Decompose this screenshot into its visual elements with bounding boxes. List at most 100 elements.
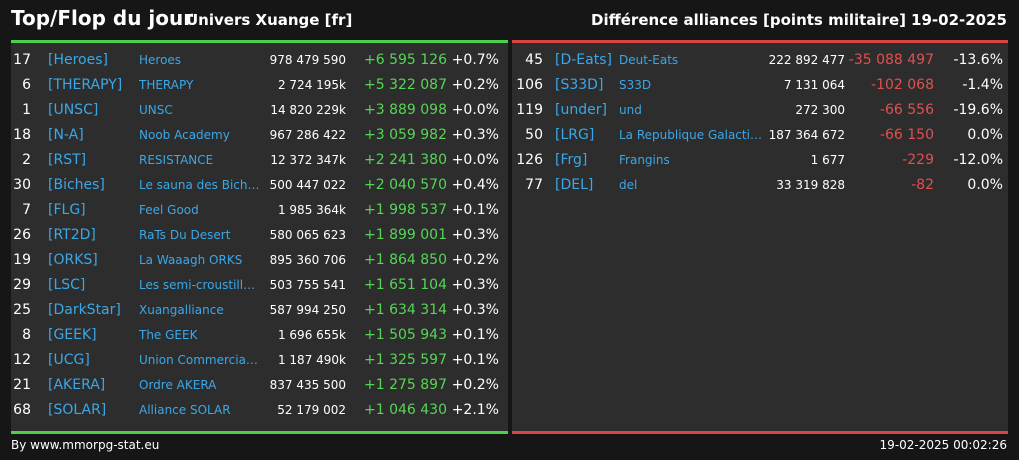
alliance-name-link[interactable]: Union Commerciale... bbox=[139, 353, 261, 367]
alliance-tag-link[interactable]: [ORKS] bbox=[48, 252, 98, 268]
alliance-name-link[interactable]: THERAPY bbox=[139, 78, 194, 92]
alliance-tag-link[interactable]: [LSC] bbox=[48, 277, 86, 293]
alliance-rank: 17 bbox=[13, 52, 31, 68]
alliance-name-link[interactable]: Deut-Eats bbox=[619, 53, 679, 67]
alliance-tag-link[interactable]: [LRG] bbox=[555, 127, 595, 143]
source-credit[interactable]: By www.mmorpg-stat.eu bbox=[11, 438, 160, 452]
alliance-name-link[interactable]: S33D bbox=[619, 78, 652, 92]
alliance-tag-link[interactable]: [D-Eats] bbox=[555, 52, 612, 68]
alliance-rank: 2 bbox=[22, 152, 31, 168]
top-alliance-row: 30 [Biches] Le sauna des Biches 500 447 022… bbox=[11, 173, 508, 198]
alliance-tag-link[interactable]: [RT2D] bbox=[48, 227, 96, 243]
flop-alliance-row: 106 [S33D] S33D 7 131 064 -102 068 -1.4% bbox=[512, 73, 1008, 98]
alliance-name-link[interactable]: Ordre AKERA bbox=[139, 378, 217, 392]
alliance-name-link[interactable]: und bbox=[619, 103, 642, 117]
percent-change: +0.4% bbox=[451, 177, 499, 193]
alliance-name-link[interactable]: La Waaagh ORKS bbox=[139, 253, 243, 267]
points-difference: -102 068 bbox=[871, 77, 934, 93]
alliance-tag-link[interactable]: [GEEK] bbox=[48, 327, 97, 343]
alliance-name-link[interactable]: Feel Good bbox=[139, 203, 199, 217]
alliance-tag-link[interactable]: [Heroes] bbox=[48, 52, 108, 68]
alliance-points: 978 479 590 bbox=[269, 53, 346, 67]
alliance-points: 272 300 bbox=[795, 103, 845, 117]
alliance-points: 1 696 655k bbox=[277, 328, 346, 342]
alliance-name-link[interactable]: Heroes bbox=[139, 53, 182, 67]
alliance-tag-link[interactable]: [under] bbox=[555, 102, 607, 118]
alliance-name-link[interactable]: RESISTANCE bbox=[139, 153, 214, 167]
percent-change: +0.3% bbox=[451, 227, 499, 243]
alliance-rank: 6 bbox=[22, 77, 31, 93]
alliance-tag-link[interactable]: [FLG] bbox=[48, 202, 86, 218]
points-difference: -35 088 497 bbox=[848, 52, 934, 68]
points-difference: +1 651 104 bbox=[364, 277, 447, 293]
alliance-points: 1 187 490k bbox=[277, 353, 346, 367]
alliance-points: 1 985 364k bbox=[277, 203, 346, 217]
alliance-name-link[interactable]: Alliance SOLAR bbox=[139, 403, 231, 417]
alliance-name-link[interactable]: RaTs Du Desert bbox=[139, 228, 231, 242]
alliance-points: 2 724 195k bbox=[277, 78, 346, 92]
alliance-points: 14 820 229k bbox=[270, 103, 346, 117]
alliance-name-link[interactable]: Frangins bbox=[619, 153, 670, 167]
alliance-tag-link[interactable]: [SOLAR] bbox=[48, 402, 107, 418]
alliance-rank: 18 bbox=[13, 127, 31, 143]
report-date: 19-02-2025 bbox=[911, 11, 1007, 29]
points-difference: -82 bbox=[911, 177, 934, 193]
alliance-rank: 77 bbox=[525, 177, 543, 193]
top-alliance-row: 26 [RT2D] RaTs Du Desert 580 065 623 +1 899 … bbox=[11, 223, 508, 248]
alliance-rank: 29 bbox=[13, 277, 31, 293]
alliance-points: 52 179 002 bbox=[277, 403, 346, 417]
alliance-points: 12 372 347k bbox=[270, 153, 346, 167]
alliance-tag-link[interactable]: [N-A] bbox=[48, 127, 84, 143]
alliance-points: 222 892 477 bbox=[768, 53, 845, 67]
page-title: Top/Flop du jour bbox=[11, 6, 194, 30]
alliance-tag-link[interactable]: [THERAPY] bbox=[48, 77, 123, 93]
alliance-points: 967 286 422 bbox=[269, 128, 346, 142]
alliance-tag-link[interactable]: [S33D] bbox=[555, 77, 604, 93]
alliance-name-link[interactable]: The GEEK bbox=[139, 328, 198, 342]
alliance-name-link[interactable]: Le sauna des Biches bbox=[139, 178, 261, 192]
points-difference: +1 864 850 bbox=[364, 252, 447, 268]
top-alliances-panel: 17 [Heroes] Heroes 978 479 590 +6 595 126 +0.… bbox=[11, 40, 508, 434]
percent-change: -1.4% bbox=[962, 77, 1003, 93]
alliance-tag-link[interactable]: [UNSC] bbox=[48, 102, 99, 118]
alliance-rank: 119 bbox=[516, 102, 543, 118]
top-alliance-row: 19 [ORKS] La Waaagh ORKS 895 360 706 +1 864 … bbox=[11, 248, 508, 273]
top-alliance-row: 17 [Heroes] Heroes 978 479 590 +6 595 126 +0.… bbox=[11, 48, 508, 73]
top-alliance-row: 25 [DarkStar] Xuangalliance 587 994 250 +1 6… bbox=[11, 298, 508, 323]
points-difference: +1 899 001 bbox=[364, 227, 447, 243]
points-difference: +3 059 982 bbox=[364, 127, 447, 143]
alliance-rank: 26 bbox=[13, 227, 31, 243]
percent-change: +0.1% bbox=[451, 327, 499, 343]
top-alliance-row: 1 [UNSC] UNSC 14 820 229k +3 889 098 +0.0% bbox=[11, 98, 508, 123]
header: Top/Flop du jour Univers Xuange [fr] Dif… bbox=[0, 0, 1019, 40]
top-alliance-row: 18 [N-A] Noob Academy 967 286 422 +3 059 982… bbox=[11, 123, 508, 148]
alliance-tag-link[interactable]: [DarkStar] bbox=[48, 302, 121, 318]
alliance-name-link[interactable]: Les semi-croustilla... bbox=[139, 278, 261, 292]
alliance-tag-link[interactable]: [AKERA] bbox=[48, 377, 106, 393]
alliance-name-link[interactable]: UNSC bbox=[139, 103, 173, 117]
alliance-rank: 30 bbox=[13, 177, 31, 193]
alliance-tag-link[interactable]: [UCG] bbox=[48, 352, 90, 368]
percent-change: +0.2% bbox=[451, 252, 499, 268]
alliance-points: 7 131 064 bbox=[783, 78, 845, 92]
points-difference: +3 889 098 bbox=[364, 102, 447, 118]
alliance-name-link[interactable]: Xuangalliance bbox=[139, 303, 224, 317]
percent-change: 0.0% bbox=[967, 127, 1003, 143]
alliance-tag-link[interactable]: [RST] bbox=[48, 152, 87, 168]
alliance-tag-link[interactable]: [Biches] bbox=[48, 177, 105, 193]
points-difference: +2 040 570 bbox=[364, 177, 447, 193]
alliance-rank: 19 bbox=[13, 252, 31, 268]
flop-alliance-row: 50 [LRG] La Republique Galactique 187 364 6… bbox=[512, 123, 1008, 148]
alliance-rank: 21 bbox=[13, 377, 31, 393]
alliance-name-link[interactable]: La Republique Galactique bbox=[619, 128, 767, 142]
points-difference: +1 325 597 bbox=[364, 352, 447, 368]
alliance-name-link[interactable]: del bbox=[619, 178, 638, 192]
flop-alliances-panel: 45 [D-Eats] Deut-Eats 222 892 477 -35 088 49… bbox=[512, 40, 1008, 434]
alliance-rank: 106 bbox=[516, 77, 543, 93]
alliance-tag-link[interactable]: [DEL] bbox=[555, 177, 594, 193]
flop-alliance-row: 126 [Frg] Frangins 1 677 -229 -12.0% bbox=[512, 148, 1008, 173]
points-difference: +1 275 897 bbox=[364, 377, 447, 393]
alliance-tag-link[interactable]: [Frg] bbox=[555, 152, 588, 168]
percent-change: +0.3% bbox=[451, 277, 499, 293]
alliance-name-link[interactable]: Noob Academy bbox=[139, 128, 230, 142]
